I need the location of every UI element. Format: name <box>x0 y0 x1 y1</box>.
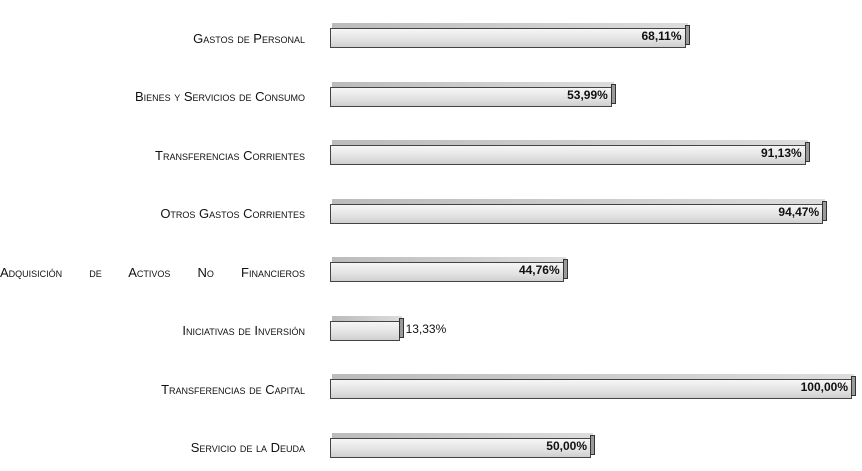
value-label: 13,33% <box>405 321 447 336</box>
category-label: Servicio de la Deuda <box>190 440 305 455</box>
bar-end <box>610 83 616 104</box>
value-label: 91,13% <box>760 146 802 160</box>
bar-top <box>332 198 826 204</box>
value-label: 100,00% <box>800 380 848 394</box>
bar-top <box>332 81 614 87</box>
bar-top <box>332 23 688 28</box>
bar-top <box>332 432 593 438</box>
bar <box>330 28 686 48</box>
bar <box>330 379 852 399</box>
bar-top <box>332 374 854 379</box>
value-label: 94,47% <box>778 204 820 219</box>
bar-top <box>332 257 566 262</box>
category-label: Iniciativas de Inversión <box>182 323 305 338</box>
value-label: 44,76% <box>518 263 560 277</box>
value-label: 53,99% <box>567 87 608 102</box>
category-label: Adquisición de Activos No Financieros <box>0 264 305 280</box>
value-label: 68,11% <box>641 29 682 43</box>
bar-end <box>851 376 856 396</box>
bar-end <box>590 434 595 455</box>
category-label: Bienes y Servicios de Consumo <box>134 89 305 104</box>
bar <box>330 145 806 165</box>
bar-top <box>332 140 808 145</box>
category-label: Otros Gastos Corrientes <box>160 206 305 221</box>
bar-end <box>684 25 690 45</box>
bar-top <box>332 315 402 321</box>
category-label: Transferencias de Capital <box>161 381 305 397</box>
category-label: Gastos de Personal <box>193 30 305 46</box>
bar-end <box>822 200 828 221</box>
bar-end <box>562 259 568 279</box>
bar <box>330 320 400 341</box>
bar <box>330 203 824 224</box>
bar-end <box>804 142 810 162</box>
category-label: Transferencias Corrientes <box>155 147 305 163</box>
bar-end <box>398 317 404 338</box>
value-label: 50,00% <box>546 438 587 453</box>
